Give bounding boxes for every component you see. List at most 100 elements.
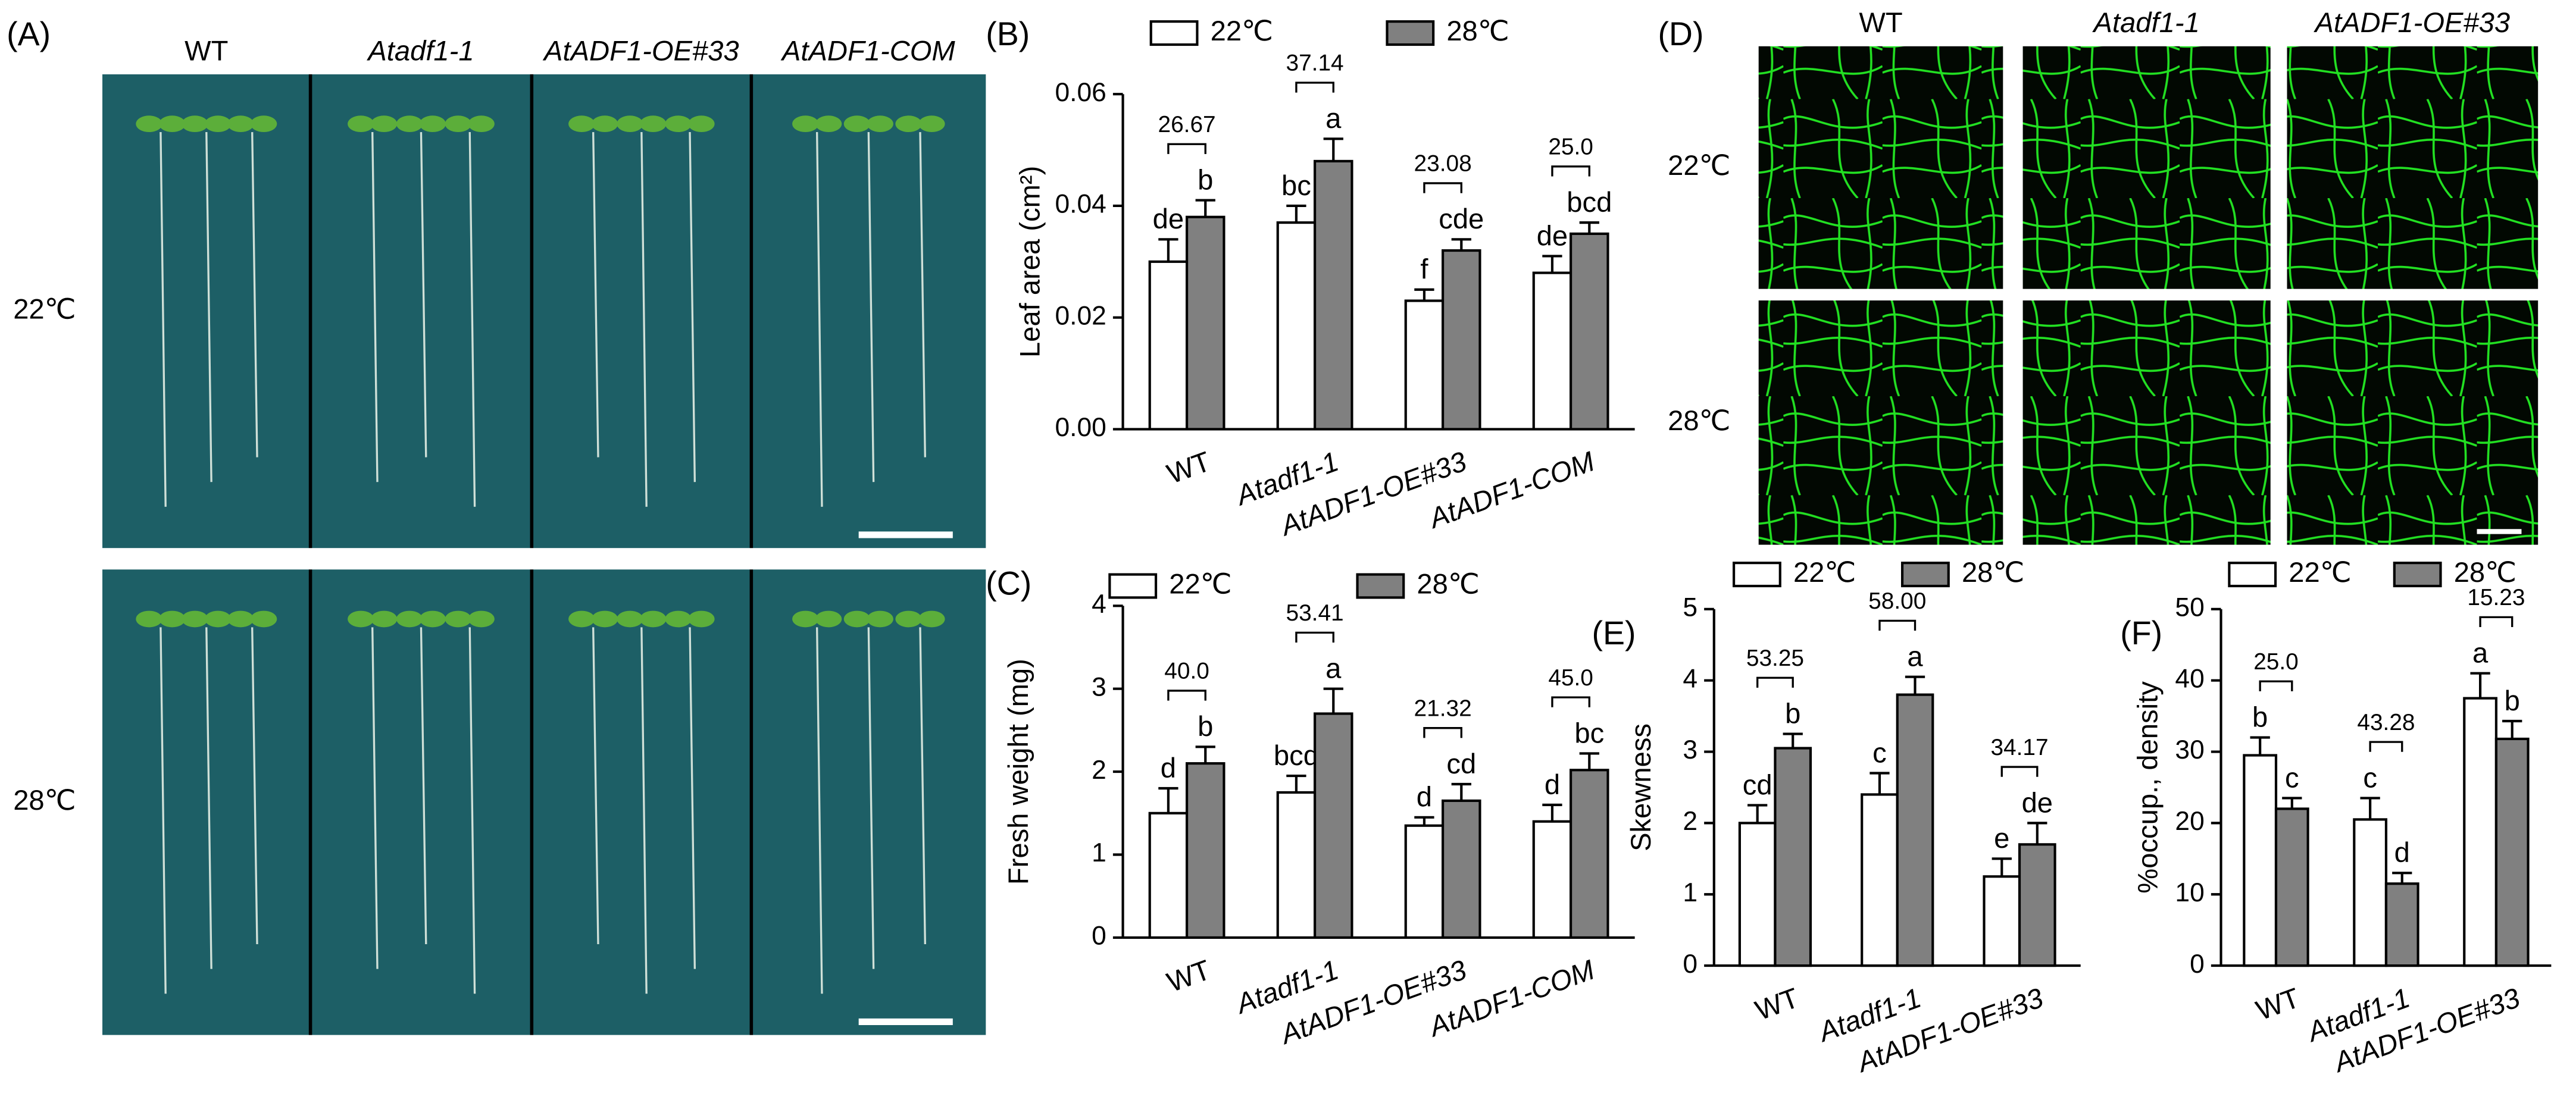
- column-label: AtADF1-COM: [780, 35, 956, 66]
- comparison-bracket: [2369, 741, 2403, 752]
- y-tick-label: 2: [1683, 807, 1697, 836]
- bar: [1861, 793, 1899, 967]
- error-bar: [2360, 797, 2380, 820]
- legend-label: 28℃: [1417, 568, 1479, 599]
- bar: [1570, 769, 1609, 939]
- error-bar: [1414, 816, 1434, 826]
- error-bar: [1195, 199, 1215, 217]
- significance-letter: bcd: [1274, 740, 1319, 771]
- seedling-leaf: [568, 610, 595, 628]
- seedling-leaf: [688, 610, 715, 628]
- error-bar: [1747, 804, 1768, 823]
- y-tick-label: 0.02: [1055, 301, 1106, 330]
- seedling-root: [371, 627, 379, 969]
- significance-letter: c: [2285, 762, 2299, 793]
- y-axis-label: Skewness: [1625, 723, 1656, 851]
- seedling-root: [468, 627, 476, 994]
- y-axis-label: %occup., density: [2132, 681, 2164, 894]
- y-axis-label: Fresh weight (mg): [1002, 659, 1034, 885]
- seedling-leaf: [867, 610, 893, 628]
- micrograph: [2022, 46, 2271, 289]
- error-bar: [1286, 774, 1306, 792]
- y-tick-label: 0: [1683, 950, 1697, 979]
- y-tick-label: 50: [2175, 593, 2204, 622]
- bar: [1532, 271, 1573, 431]
- significance-letter: bcd: [1567, 186, 1612, 218]
- error-bar: [1451, 782, 1471, 801]
- seedling-root: [592, 627, 599, 945]
- increase-label: 23.08: [1414, 151, 1472, 177]
- significance-letter: d: [1161, 752, 1176, 784]
- bar: [1738, 822, 1777, 967]
- legend-label: 22℃: [1169, 568, 1231, 599]
- comparison-bracket: [2479, 616, 2514, 628]
- bar: [1185, 762, 1226, 939]
- comparison-bracket: [1167, 690, 1206, 701]
- significance-letter: d: [2394, 836, 2410, 868]
- seedling-root: [689, 132, 696, 482]
- seedling-leaf: [640, 610, 667, 628]
- x-tick-label: WT: [1163, 445, 1215, 490]
- seedling-leaf: [250, 115, 277, 133]
- error-bar: [2502, 719, 2522, 739]
- bar: [1442, 249, 1481, 431]
- increase-label: 25.0: [2253, 649, 2299, 675]
- seedling-leaf: [205, 115, 232, 133]
- seedling-leaf: [688, 115, 715, 133]
- y-tick-label: 40: [2175, 664, 2204, 693]
- seedling-root: [867, 627, 875, 969]
- x-tick-label: WT: [1163, 954, 1215, 998]
- y-tick-label: 3: [1683, 735, 1697, 765]
- comparison-bracket: [1167, 143, 1206, 154]
- significance-letter: c: [2363, 762, 2377, 793]
- row-label: 28℃: [1668, 405, 1730, 436]
- increase-label: 37.14: [1286, 51, 1343, 76]
- seedling-leaf: [159, 610, 186, 628]
- legend-label: 28℃: [2454, 556, 2516, 588]
- micrograph: [1758, 46, 2003, 289]
- y-tick-label: 30: [2175, 735, 2204, 765]
- legend-label: 28℃: [1446, 15, 1509, 46]
- panel-label: (E): [1592, 615, 1636, 651]
- bar: [1314, 159, 1353, 431]
- legend-swatch: [1900, 562, 1950, 588]
- seedling-leaf: [591, 115, 618, 133]
- seedling-leaf: [895, 115, 922, 133]
- panel-label: (B): [986, 15, 1030, 52]
- seedling-leaf: [792, 115, 819, 133]
- seedling-leaf: [665, 610, 692, 628]
- error-bar: [1542, 255, 1562, 273]
- micrograph: [2287, 300, 2539, 545]
- bar: [2243, 754, 2278, 967]
- bar: [1185, 215, 1226, 431]
- comparison-bracket: [2259, 680, 2293, 691]
- significance-letter: b: [2505, 685, 2520, 716]
- significance-letter: a: [1325, 653, 1342, 684]
- error-bar: [1579, 752, 1599, 770]
- y-tick-label: 0.00: [1055, 413, 1106, 442]
- seedling-root: [420, 627, 427, 945]
- seedling-root: [592, 132, 599, 458]
- bar: [1983, 875, 2021, 967]
- y-tick-label: 4: [1092, 590, 1106, 619]
- legend-swatch: [2393, 562, 2442, 588]
- column-label: Atadf1-1: [366, 35, 474, 66]
- seedling-leaf: [370, 610, 398, 628]
- error-bar: [1783, 732, 1803, 748]
- comparison-bracket: [1295, 82, 1334, 93]
- legend-swatch: [1386, 20, 1435, 46]
- comparison-bracket: [1423, 182, 1462, 193]
- seedling-root: [867, 132, 875, 482]
- bar: [2384, 882, 2419, 967]
- seedling-leaf: [918, 115, 945, 133]
- seedling-root: [468, 132, 476, 507]
- seedling-leaf: [136, 610, 162, 628]
- increase-label: 43.28: [2357, 710, 2415, 735]
- legend-swatch: [1149, 20, 1199, 46]
- seedling-root: [640, 627, 648, 994]
- error-bar: [1286, 204, 1306, 223]
- y-tick-label: 20: [2175, 807, 2204, 836]
- significance-letter: c: [1872, 737, 1887, 768]
- bar: [1276, 221, 1317, 431]
